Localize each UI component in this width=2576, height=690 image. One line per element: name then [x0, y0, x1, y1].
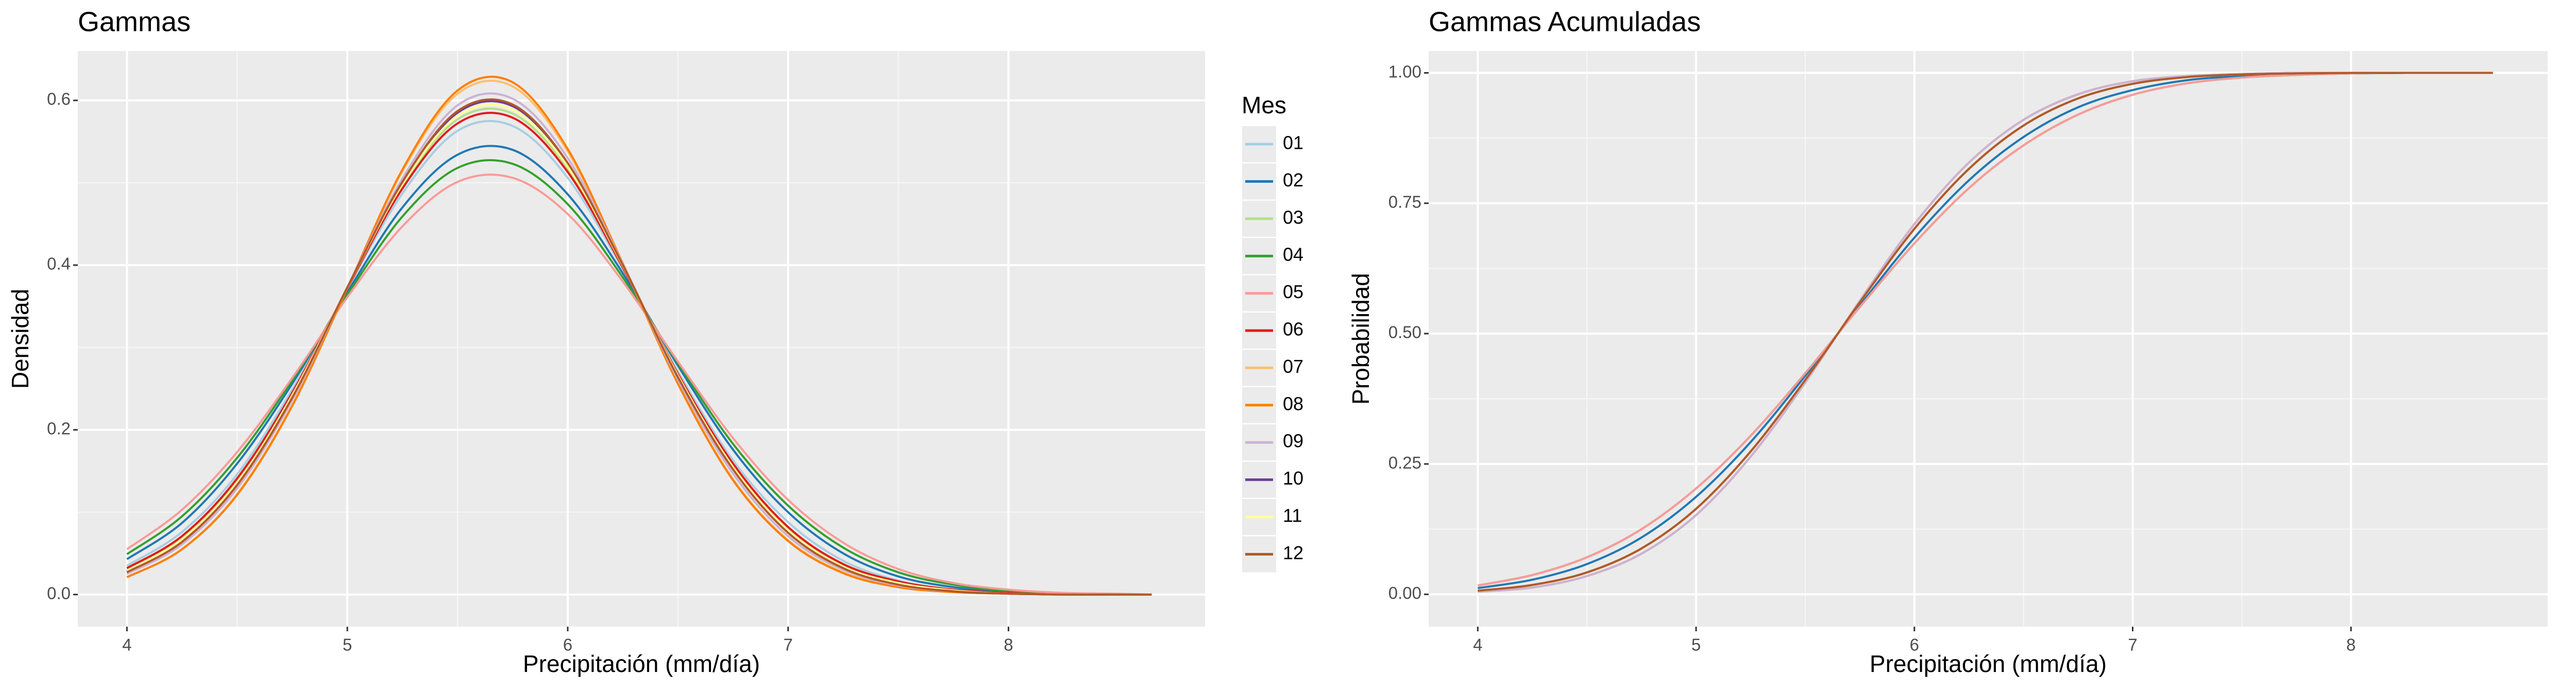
legend-label: 07 [1283, 356, 1303, 377]
x-axis-title: Precipitación (mm/día) [1870, 650, 2107, 677]
y-axis-title: Densidad [7, 289, 33, 389]
legend-label: 03 [1283, 206, 1303, 228]
series-line [126, 98, 1152, 596]
legend-label: 11 [1283, 505, 1302, 526]
x-tick-label: 6 [563, 635, 572, 654]
y-tick-label: 0.4 [47, 254, 71, 273]
y-axis-title: Probabilidad [1347, 273, 1374, 405]
legend-label: 12 [1283, 542, 1303, 563]
x-axis-title: Precipitación (mm/día) [523, 650, 760, 677]
y-tick-label: 0.25 [1388, 453, 1421, 472]
chart-title: Gammas Acumuladas [1429, 6, 1701, 37]
x-tick-label: 7 [783, 635, 792, 654]
x-tick-label: 4 [122, 635, 131, 654]
y-tick-label: 0.6 [47, 90, 71, 109]
y-tick-label: 0.2 [47, 419, 71, 438]
x-tick-label: 8 [2346, 635, 2355, 654]
x-tick-label: 5 [343, 635, 352, 654]
x-tick-label: 8 [1004, 635, 1013, 654]
x-tick-label: 5 [1691, 635, 1701, 654]
legend-label: 05 [1283, 281, 1303, 302]
plot-panel [1429, 51, 2548, 627]
legend-title: Mes [1242, 92, 1286, 118]
y-tick-label: 0.75 [1388, 192, 1421, 211]
y-tick-label: 1.00 [1388, 62, 1421, 81]
legend-label: 09 [1283, 430, 1303, 452]
legend-label: 08 [1283, 393, 1303, 414]
y-tick-label: 0.00 [1388, 583, 1421, 602]
x-tick-label: 7 [2128, 635, 2137, 654]
x-tick-label: 4 [1473, 635, 1482, 654]
series-line [126, 174, 1152, 596]
legend-label: 06 [1283, 319, 1303, 340]
series-line [126, 145, 1152, 596]
legend-label: 02 [1283, 169, 1303, 191]
y-tick-label: 0.0 [47, 583, 71, 602]
x-tick-label: 6 [1910, 635, 1919, 654]
legend-label: 04 [1283, 244, 1303, 265]
series-line [126, 159, 1152, 596]
chart-title: Gammas [78, 6, 191, 37]
legend-label: 10 [1283, 468, 1303, 489]
y-tick-label: 0.50 [1388, 323, 1421, 342]
plot-panel [78, 51, 1205, 627]
legend-label: 01 [1283, 132, 1303, 153]
series-line [1478, 72, 2493, 592]
